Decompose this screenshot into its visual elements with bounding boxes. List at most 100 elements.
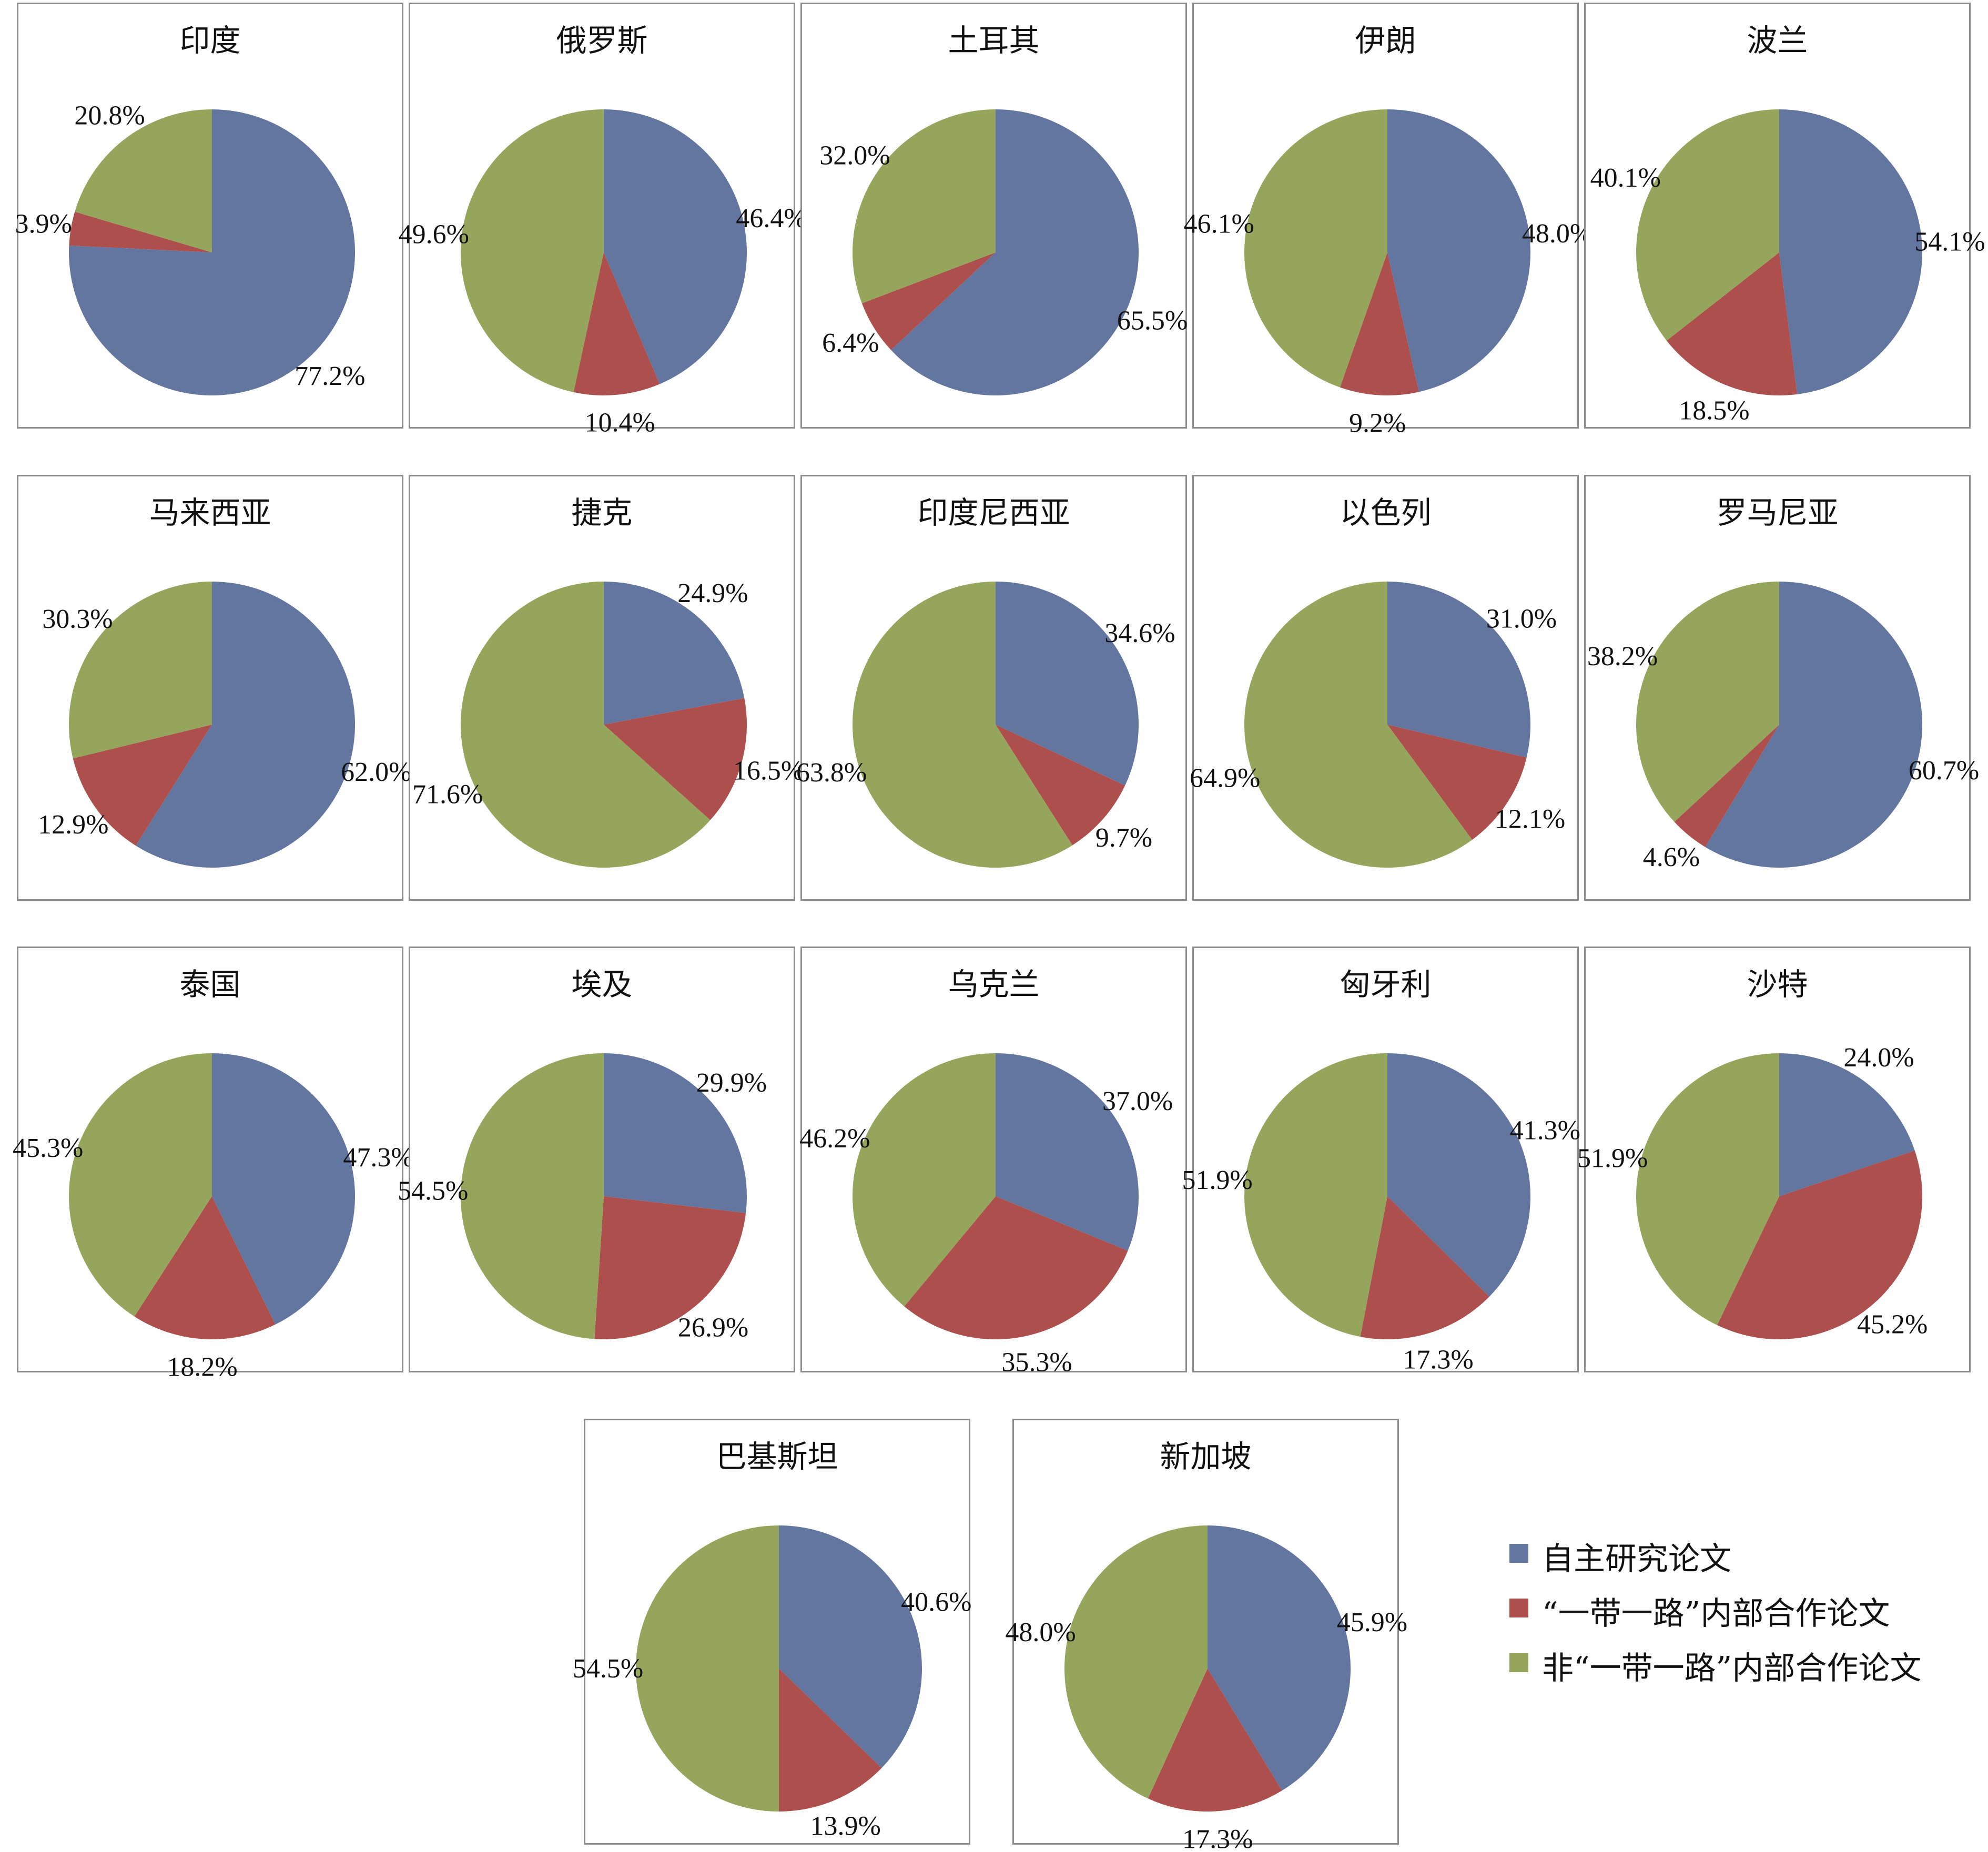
- pie-data-label: 65.5%: [1117, 306, 1188, 336]
- pie-panel: 巴基斯坦 40.6% 13.9% 54.5%: [573, 1419, 971, 1845]
- legend-swatch-green: [1509, 1653, 1528, 1672]
- pie-slice: [861, 252, 996, 350]
- pie-slice: [1779, 1053, 1915, 1196]
- pie-data-label: 77.2%: [295, 361, 365, 391]
- pie-data-label: 62.0%: [341, 757, 411, 787]
- pie-svg: 34.6% 9.7% 63.8%: [796, 582, 1175, 868]
- pie-slice: [1666, 252, 1798, 395]
- pie-data-label: 46.1%: [1183, 209, 1254, 239]
- pie-title: 印度尼西亚: [917, 495, 1070, 531]
- pie-svg: 48.0% 9.2% 46.1%: [1183, 109, 1593, 439]
- pie-slice: [1387, 582, 1531, 758]
- pie-slice: [1387, 725, 1527, 840]
- pie-data-label: 34.6%: [1104, 618, 1175, 648]
- legend-label: “一带一路”内部合作论文: [1542, 1595, 1890, 1632]
- pie-panel: 波兰 54.1% 18.5% 40.1%: [1584, 3, 1985, 429]
- pie-data-label: 24.0%: [1843, 1043, 1914, 1073]
- pie-data-label: 45.9%: [1337, 1607, 1407, 1637]
- pie-svg: 31.0% 12.1% 64.9%: [1190, 582, 1565, 868]
- pie-svg: 47.3% 18.2% 45.3%: [13, 1053, 414, 1382]
- pie-slice: [1244, 1053, 1387, 1337]
- pie-slice: [573, 252, 660, 396]
- pie-data-label: 64.9%: [1190, 763, 1260, 793]
- pie-data-label: 41.3%: [1510, 1116, 1580, 1146]
- pie-data-label: 45.2%: [1857, 1310, 1928, 1340]
- pie-data-label: 47.3%: [343, 1143, 413, 1173]
- pie-slice: [1636, 109, 1779, 341]
- pie-svg: 60.7% 4.6% 38.2%: [1587, 582, 1979, 872]
- pie-data-label: 40.1%: [1590, 163, 1661, 193]
- pie-data-label: 49.6%: [399, 220, 469, 250]
- pie-title: 土耳其: [948, 23, 1040, 58]
- pie-data-label: 12.9%: [38, 810, 108, 840]
- pie-data-label: 32.0%: [819, 141, 890, 171]
- pie-panel: 伊朗 48.0% 9.2% 46.1%: [1183, 3, 1593, 439]
- pie-data-label: 13.9%: [810, 1811, 881, 1841]
- pie-data-label: 51.9%: [1577, 1144, 1648, 1174]
- pie-panel: 匈牙利 41.3% 17.3% 51.9%: [1182, 947, 1580, 1375]
- pie-panel: 捷克 24.9% 16.5% 71.6%: [409, 475, 804, 901]
- pie-svg: 62.0% 12.9% 30.3%: [38, 582, 411, 868]
- pie-panel: 以色列 31.0% 12.1% 64.9%: [1190, 475, 1579, 901]
- pie-title: 新加坡: [1160, 1439, 1252, 1474]
- pie-slice: [1636, 1053, 1779, 1326]
- pie-title: 巴基斯坦: [716, 1439, 838, 1474]
- pie-slice: [996, 1053, 1139, 1251]
- pie-svg: 40.6% 13.9% 54.5%: [573, 1525, 971, 1841]
- pie-title: 马来西亚: [149, 495, 271, 531]
- legend: 自主研究论文 “一带一路”内部合作论文 非“一带一路”内部合作论文: [1509, 1524, 1983, 1688]
- pie-data-label: 17.3%: [1182, 1824, 1253, 1852]
- pie-svg: 54.1% 18.5% 40.1%: [1590, 109, 1985, 426]
- pie-slice: [1340, 252, 1419, 395]
- pie-slice: [779, 1668, 882, 1812]
- pie-slice: [604, 698, 747, 820]
- pie-slice: [134, 1196, 276, 1340]
- pie-panel: 俄罗斯 46.4% 10.4% 49.6%: [399, 3, 807, 438]
- pie-slice: [1387, 109, 1530, 392]
- pie-slice: [73, 725, 212, 846]
- pie-title: 罗马尼亚: [1716, 495, 1839, 531]
- pie-slice: [779, 1525, 922, 1768]
- pie-data-label: 9.7%: [1096, 823, 1152, 853]
- pie-slice: [69, 1053, 212, 1317]
- pie-slice: [212, 1053, 356, 1325]
- pie-data-label: 45.3%: [13, 1133, 83, 1163]
- pie-slice: [69, 211, 212, 252]
- pie-data-label: 37.0%: [1102, 1086, 1173, 1116]
- pie-data-label: 54.5%: [398, 1176, 468, 1206]
- pie-title: 伊朗: [1355, 23, 1416, 58]
- pie-panel: 印度 77.2% 3.9% 20.8%: [15, 3, 403, 429]
- pie-data-label: 10.4%: [585, 408, 655, 438]
- pie-title: 波兰: [1747, 23, 1808, 58]
- legend-swatch-blue: [1509, 1544, 1528, 1563]
- pie-panel: 沙特 24.0% 45.2% 51.9%: [1577, 947, 1971, 1372]
- pie-data-label: 16.5%: [733, 756, 804, 786]
- pie-data-label: 71.6%: [412, 780, 483, 810]
- pie-data-label: 63.8%: [796, 758, 867, 788]
- pie-data-label: 4.6%: [1643, 842, 1700, 872]
- pie-slice: [460, 582, 711, 868]
- pie-slice: [1387, 1053, 1530, 1297]
- pie-data-label: 9.2%: [1349, 409, 1406, 439]
- pie-data-label: 54.5%: [573, 1654, 643, 1684]
- legend-swatch-red: [1509, 1599, 1528, 1617]
- legend-label: 自主研究论文: [1542, 1541, 1731, 1578]
- pie-slice: [1064, 1525, 1208, 1799]
- pie-panel: 新加坡 45.9% 17.3% 48.0%: [1005, 1419, 1407, 1852]
- legend-item-bri-internal: “一带一路”内部合作论文: [1509, 1579, 1983, 1633]
- pie-data-label: 3.9%: [15, 209, 72, 239]
- pie-slice: [69, 582, 212, 759]
- pie-data-label: 20.8%: [74, 101, 145, 131]
- pie-slice: [136, 582, 355, 868]
- pie-panel: 印度尼西亚 34.6% 9.7% 63.8%: [796, 475, 1187, 901]
- pie-panel: 马来西亚 62.0% 12.9% 30.3%: [17, 475, 411, 901]
- pie-panel: 土耳其 65.5% 6.4% 32.0%: [800, 3, 1188, 429]
- pie-slice: [996, 725, 1125, 846]
- pie-title: 埃及: [571, 966, 633, 1002]
- pie-data-label: 6.4%: [822, 328, 879, 358]
- pie-data-label: 60.7%: [1909, 756, 1979, 786]
- pie-data-label: 48.0%: [1005, 1617, 1076, 1647]
- pie-slice: [891, 109, 1139, 395]
- pie-slice: [594, 1196, 746, 1340]
